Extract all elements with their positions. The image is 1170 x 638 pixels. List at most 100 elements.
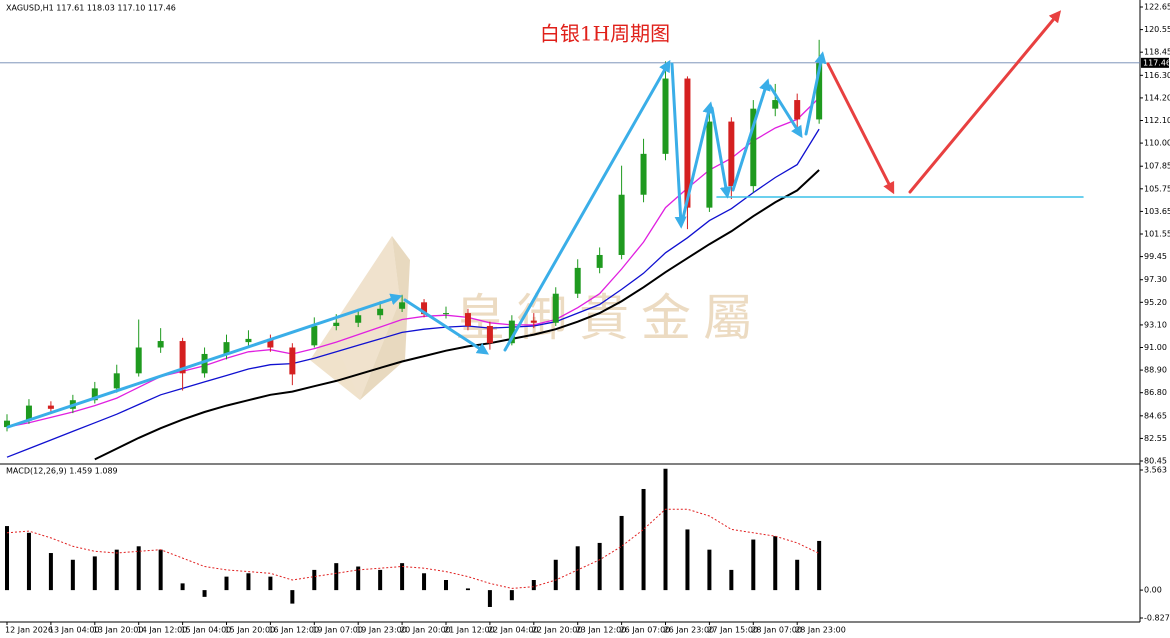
current-price-label: 117.46 — [1143, 58, 1170, 67]
candle-body — [47, 405, 54, 409]
logo-shape — [360, 236, 410, 400]
x-tick-label: 13 Jan 20:00 — [93, 626, 144, 635]
candle-body — [772, 100, 779, 109]
y-tick-label: 103.65 — [1144, 207, 1170, 216]
x-tick-label: 28 Jan 23:00 — [795, 626, 846, 635]
trend-arrow — [710, 106, 732, 199]
y-tick-label: -0.827 — [1144, 614, 1170, 623]
x-tick-label: 12 Jan 2026 — [5, 626, 53, 635]
candle-body — [618, 194, 625, 255]
y-tick-label: 114.20 — [1144, 93, 1170, 102]
trend-arrow — [680, 101, 715, 224]
macd-bar — [707, 549, 712, 591]
macd-bar — [400, 563, 405, 591]
x-tick-label: 20 Jan 20:00 — [400, 626, 451, 635]
watermark: 皇御貴金屬 — [310, 236, 765, 400]
candle-body — [640, 153, 647, 195]
macd-bar — [48, 553, 53, 591]
macd-bar — [92, 556, 97, 591]
y-tick-label: 118.45 — [1144, 48, 1170, 57]
forecast-arrow — [908, 10, 1062, 194]
candle-body — [816, 62, 823, 120]
x-tick-label: 15 Jan 04:00 — [181, 626, 232, 635]
trend-arrow — [670, 62, 687, 229]
macd-bar — [224, 576, 229, 591]
y-tick-label: 0.00 — [1144, 586, 1162, 595]
candle-body — [508, 320, 515, 344]
macd-bar — [553, 559, 558, 591]
candle-body — [684, 78, 691, 208]
y-tick-label: 93.10 — [1144, 320, 1167, 329]
annotations — [6, 10, 1084, 429]
x-tick-label: 13 Jan 04:00 — [49, 626, 100, 635]
macd-bar — [378, 569, 383, 591]
candle-body — [289, 347, 296, 375]
macd-bar — [290, 590, 295, 604]
y-tick-label: 105.75 — [1144, 184, 1170, 193]
current-price-box — [1141, 57, 1169, 68]
candle-body — [750, 108, 757, 187]
macd-bar — [751, 539, 756, 591]
candle-body — [25, 405, 32, 421]
macd-bar — [180, 583, 185, 591]
candle-body — [355, 315, 362, 323]
candle-body — [135, 347, 142, 374]
x-tick-label: 23 Jan 12:00 — [576, 626, 627, 635]
candle-body — [113, 373, 120, 389]
candle-body — [377, 308, 384, 316]
y-tick-label: 107.85 — [1144, 162, 1170, 171]
y-tick-label: 110.00 — [1144, 139, 1170, 148]
macd-bar — [531, 580, 536, 591]
candle-body — [157, 341, 164, 348]
moving-average — [6, 128, 820, 458]
y-tick-label: 82.55 — [1144, 434, 1167, 443]
macd-label: MACD(12,26,9) 1.459 1.089 — [6, 467, 118, 476]
x-tick-label: 19 Jan 07:00 — [312, 626, 363, 635]
y-tick-label: 122.65 — [1144, 3, 1170, 12]
candle-body — [662, 78, 669, 154]
y-tick-label: 97.30 — [1144, 275, 1167, 284]
macd-bar — [202, 590, 207, 597]
plot: 122.65 120.55 118.45 116.30 114.20 112.10 110.… — [0, 3, 1170, 635]
macd-bar — [268, 576, 273, 591]
y-tick-label: 99.45 — [1144, 252, 1167, 261]
trend-arrow — [731, 78, 771, 192]
candle-body — [421, 302, 428, 315]
macd-bar — [663, 468, 668, 591]
candle-body — [596, 254, 603, 268]
macd-bar — [70, 559, 75, 591]
trend-arrow — [503, 59, 671, 352]
x-tick-label: 15 Jan 20:00 — [225, 626, 276, 635]
x-tick-label: 26 Jan 07:00 — [620, 626, 671, 635]
macd-bar — [422, 573, 427, 591]
y-tick-label: 95.20 — [1144, 298, 1167, 307]
macd-bar — [356, 566, 361, 591]
y-tick-label: 86.80 — [1144, 388, 1167, 397]
chart-title: 白银1H周期图 — [540, 22, 670, 46]
candle-body — [464, 313, 471, 326]
candle-body — [311, 325, 318, 346]
y-tick-label: 112.10 — [1144, 116, 1170, 125]
macd-bar — [334, 563, 339, 591]
symbol-header: XAGUSD,H1 117.61 118.03 117.10 117.46 — [6, 4, 176, 13]
macd-bar — [114, 549, 119, 591]
macd-bar — [729, 569, 734, 591]
macd-bar — [465, 588, 470, 591]
candle-body — [552, 293, 559, 323]
candle-body — [201, 353, 208, 374]
y-tick-label: 91.00 — [1144, 343, 1167, 352]
y-tick-label: 88.90 — [1144, 366, 1167, 375]
macd-bar — [5, 526, 9, 591]
y-tick-label: 116.30 — [1144, 71, 1170, 80]
trend-arrow — [403, 298, 490, 355]
macd-bar — [26, 532, 31, 591]
candle-body — [530, 320, 537, 323]
x-tick-label: 27 Jan 15:00 — [707, 626, 758, 635]
candle-body — [706, 121, 713, 208]
x-tick-label: 22 Jan 04:00 — [488, 626, 539, 635]
watermark-text: 皇御貴金屬 — [455, 289, 765, 347]
macd-bar — [795, 559, 800, 591]
y-tick-label: 120.55 — [1144, 25, 1170, 34]
candle-body — [794, 100, 801, 120]
